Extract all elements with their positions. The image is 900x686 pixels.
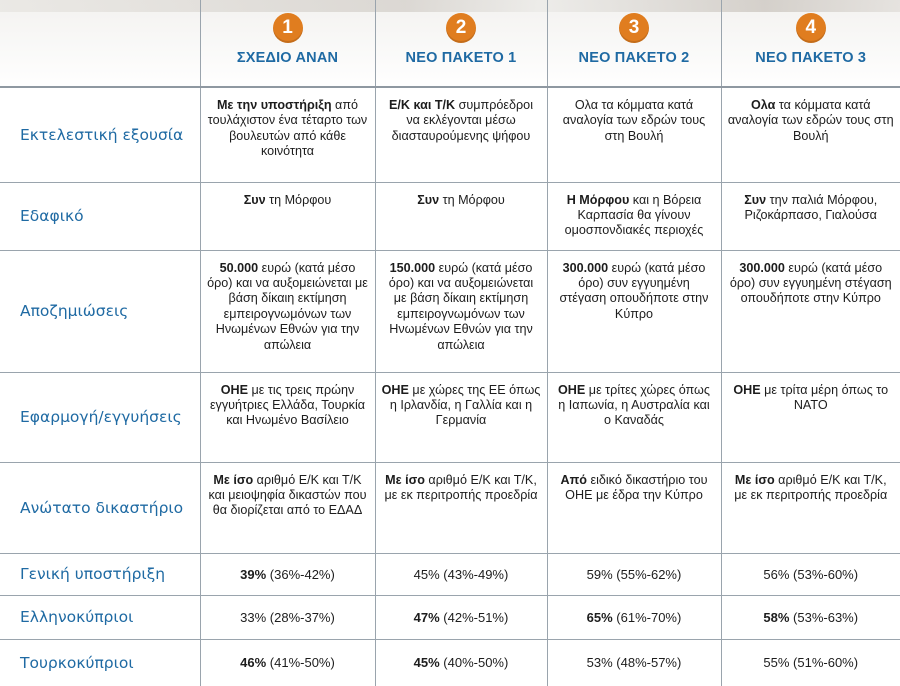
table-cell: Με ίσο αριθμό Ε/Κ και Τ/Κ, με εκ περιτρο… — [375, 462, 548, 554]
table-cell: 150.000 ευρώ (κατά μέσο όρο) και να αυξο… — [375, 250, 548, 373]
table-cell: Με ίσο αριθμό Ε/Κ και Τ/Κ, με εκ περιτρο… — [721, 462, 900, 554]
table-cell: Με ίσο αριθμό Ε/Κ και Τ/Κ και μειοψηφία … — [200, 462, 376, 554]
table-cell: Ολα τα κόμματα κατά αναλογία των εδρών τ… — [721, 87, 900, 183]
table-cell: ΟΗΕ με τρίτες χώρες όπως η Ιαπωνία, η Αυ… — [547, 372, 722, 463]
table-row: Εκτελεστική εξουσία Με την υποστήριξη απ… — [0, 87, 900, 183]
stat-cell: 47% (42%-51%) — [375, 595, 548, 640]
column-header: 2 ΝΕΟ ΠΑΚΕΤΟ 1 — [375, 0, 548, 88]
row-label: Αποζημιώσεις — [0, 250, 201, 373]
corner-cell — [0, 0, 201, 88]
table-row: Εδαφικό Συν τη Μόρφου Συν τη Μόρφου Η Μό… — [0, 182, 900, 251]
column-header: 4 ΝΕΟ ΠΑΚΕΤΟ 3 — [721, 0, 900, 88]
table-row: Εφαρμογή/εγγυήσεις ΟΗΕ με τις τρεις πρώη… — [0, 372, 900, 463]
table-cell: 50.000 ευρώ (κατά μέσο όρο) και να αυξομ… — [200, 250, 376, 373]
table-cell: Με την υποστήριξη από τουλάχιστον ένα τέ… — [200, 87, 376, 183]
column-header: 3 ΝΕΟ ΠΑΚΕΤΟ 2 — [547, 0, 722, 88]
table-row: Γενική υποστήριξη 39% (36%-42%) 45% (43%… — [0, 553, 900, 596]
row-label: Ανώτατο δικαστήριο — [0, 462, 201, 554]
row-label: Εκτελεστική εξουσία — [0, 87, 201, 183]
table-row: Τουρκοκύπριοι 46% (41%-50%) 45% (40%-50%… — [0, 639, 900, 686]
stat-cell: 58% (53%-63%) — [721, 595, 900, 640]
stat-cell: 53% (48%-57%) — [547, 639, 722, 686]
row-label: Εδαφικό — [0, 182, 201, 251]
table-cell: Η Μόρφου και η Βόρεια Καρπασία θα γίνουν… — [547, 182, 722, 251]
table-cell: Συν την παλιά Μόρφου, Ριζοκάρπασο, Γιαλο… — [721, 182, 900, 251]
stat-cell: 59% (55%-62%) — [547, 553, 722, 596]
column-title: ΝΕΟ ΠΑΚΕΤΟ 1 — [405, 50, 517, 66]
table-cell: 300.000 ευρώ (κατά μέσο όρο) συν εγγυημέ… — [547, 250, 722, 373]
header-row: 1 ΣΧΕΔΙΟ ΑΝΑΝ 2 ΝΕΟ ΠΑΚΕΤΟ 1 3 ΝΕΟ ΠΑΚΕΤ… — [0, 0, 900, 88]
stat-cell: 55% (51%-60%) — [763, 655, 859, 671]
column-header: 1 ΣΧΕΔΙΟ ΑΝΑΝ — [200, 0, 376, 88]
row-label: Γενική υποστήριξη — [0, 553, 201, 596]
number-badge: 4 — [795, 13, 826, 43]
stat-cell: 45% (40%-50%) — [375, 639, 548, 686]
table-cell: ΟΗΕ με χώρες της ΕΕ όπως η Ιρλανδία, η Γ… — [375, 372, 548, 463]
table-cell: ΟΗΕ με τις τρεις πρώην εγγυήτριες Ελλάδα… — [200, 372, 376, 463]
stat-cell: 45% (43%-49%) — [375, 553, 548, 596]
column-title: ΝΕΟ ΠΑΚΕΤΟ 2 — [578, 50, 690, 66]
row-label: Τουρκοκύπριοι — [0, 639, 201, 686]
table-cell: Από ειδικό δικαστήριο του ΟΗΕ με έδρα τη… — [547, 462, 722, 554]
number-badge: 1 — [272, 13, 303, 43]
stat-cell: 33% (28%-37%) — [200, 595, 376, 640]
table-cell: Ε/Κ και Τ/Κ συμπρόεδροι να εκλέγονται μέ… — [375, 87, 548, 183]
table-row: Αποζημιώσεις 50.000 ευρώ (κατά μέσο όρο)… — [0, 250, 900, 373]
row-label: Ελληνοκύπριοι — [0, 595, 201, 640]
column-title: ΣΧΕΔΙΟ ΑΝΑΝ — [236, 50, 339, 66]
table-cell: ΟΗΕ με τρίτα μέρη όπως το ΝΑΤΟ — [721, 372, 900, 463]
number-badge: 3 — [619, 13, 649, 43]
row-label: Εφαρμογή/εγγυήσεις — [0, 372, 201, 463]
table-row: Ανώτατο δικαστήριο Με ίσο αριθμό Ε/Κ και… — [0, 462, 900, 554]
stat-cell: 39% (36%-42%) — [200, 553, 376, 596]
stat-cell: 65% (61%-70%) — [547, 595, 722, 640]
table-cell: Συν τη Μόρφου — [375, 182, 548, 251]
stat-cell: 46% (41%-50%) — [200, 639, 376, 686]
table-row: Ελληνοκύπριοι 33% (28%-37%) 47% (42%-51%… — [0, 595, 900, 640]
stat-cell: 56% (53%-60%) — [721, 553, 900, 596]
number-badge: 2 — [446, 13, 476, 43]
table-cell: Συν τη Μόρφου — [200, 182, 376, 251]
table-cell: Ολα τα κόμματα κατά αναλογία των εδρών τ… — [547, 87, 722, 183]
table-cell: 300.000 ευρώ (κατά μέσο όρο) συν εγγυημέ… — [721, 250, 900, 373]
column-title: ΝΕΟ ΠΑΚΕΤΟ 3 — [755, 50, 867, 66]
